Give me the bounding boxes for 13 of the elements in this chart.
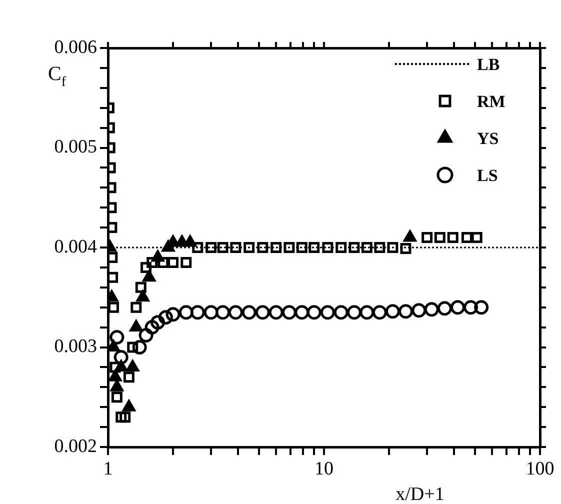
y-tick-label: 0.003 — [54, 336, 97, 358]
legend-label: YS — [477, 129, 499, 148]
x-axis-title: x/D+1 — [396, 484, 444, 504]
x-tick-label: 10 — [314, 458, 334, 480]
y-tick-label: 0.002 — [54, 436, 97, 457]
y-tick-label: 0.005 — [54, 136, 97, 158]
legend-label: LB — [477, 55, 500, 74]
x-tick-label: 1 — [103, 458, 113, 480]
y-tick-label: 0.006 — [54, 36, 97, 58]
y-tick-label: 0.004 — [54, 236, 98, 258]
x-tick-label: 100 — [526, 458, 554, 480]
legend-label: LS — [477, 166, 498, 185]
legend-label: RM — [477, 92, 506, 111]
